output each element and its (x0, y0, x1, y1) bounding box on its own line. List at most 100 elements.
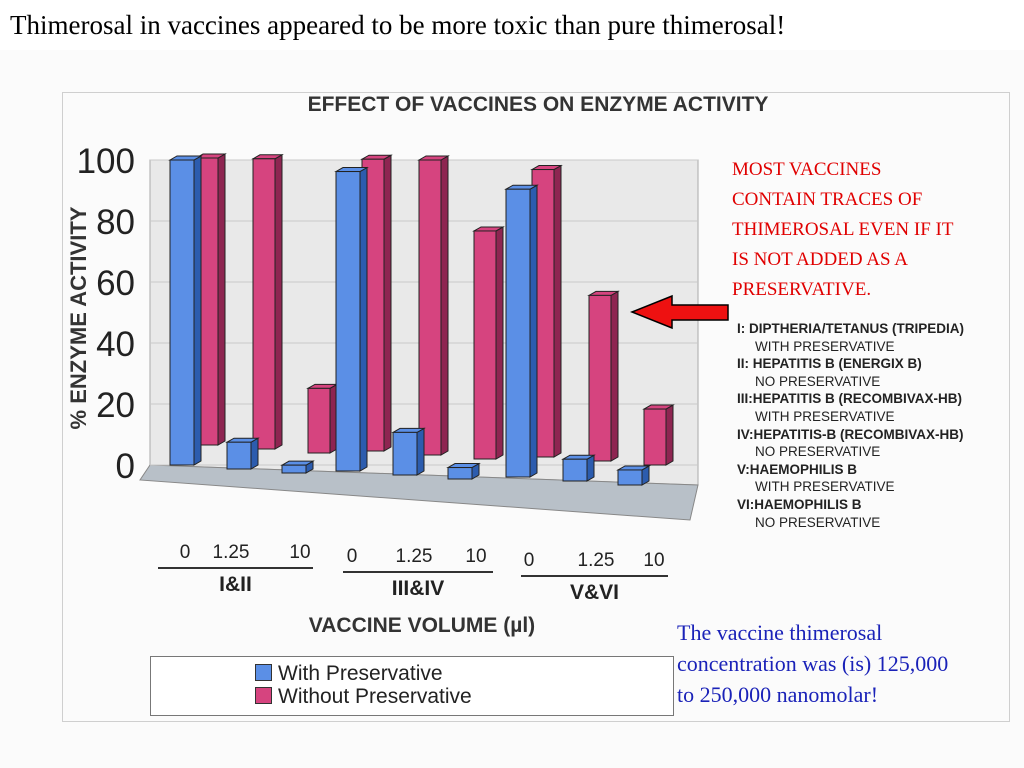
figure-frame (62, 92, 1010, 722)
x-axis-label: VACCINE VOLUME (µl) (309, 614, 535, 637)
bar-without-preservative (417, 155, 450, 456)
x-volume-label: 1.25 (213, 542, 250, 563)
vaccine-key-preservative: WITH PRESERVATIVE (755, 338, 895, 354)
bar-with-preservative-front (392, 431, 418, 476)
bar-with-preservative-front (169, 159, 195, 466)
bar-without-preservative (306, 383, 339, 454)
bar-without-preservative-front (307, 387, 331, 454)
chart-legend: With Preservative Without Preservative (150, 656, 674, 716)
bar-without-preservative-side (495, 226, 504, 460)
bar-with-preservative (616, 465, 651, 486)
group-label: V&VI (570, 581, 619, 604)
bar-without-preservative (472, 226, 505, 460)
concentration-note: The vaccine thimerosal concentration was … (677, 617, 948, 710)
bar-without-preservative (251, 153, 284, 450)
legend-label-with: With Preservative (278, 662, 443, 685)
preservative-note-line: THIMEROSAL EVEN IF IT (732, 219, 954, 240)
bar-with-preservative (225, 437, 260, 470)
vaccine-key-preservative: NO PRESERVATIVE (755, 514, 881, 530)
bar-without-preservative-front (252, 158, 276, 450)
x-volume-label: 10 (289, 542, 310, 563)
vaccine-key-entry: II: HEPATITIS B (ENERGIX B) (737, 356, 922, 372)
vaccine-key-entry: I: DIPTHERIA/TETANUS (TRIPEDIA) (737, 321, 964, 336)
preservative-note-line: CONTAIN TRACES OF (732, 189, 923, 210)
red-arrow-shape (629, 294, 729, 330)
vaccine-key-entry: IV:HEPATITIS-B (RECOMBIVAX-HB) (737, 426, 964, 442)
vaccine-key-preservative: NO PRESERVATIVE (755, 373, 881, 389)
x-volume-label: 0 (347, 546, 358, 567)
bar-with-preservative-side (250, 437, 259, 470)
bar-with-preservative-side (359, 166, 368, 472)
vaccine-key-entry: V:HAEMOPHILIS B (737, 461, 858, 477)
y-tick-label: 20 (96, 386, 135, 425)
chart-title: EFFECT OF VACCINES ON ENZYME ACTIVITY (308, 93, 769, 116)
bar-with-preservative (446, 462, 481, 480)
y-tick-label: 100 (77, 142, 135, 181)
vaccine-key-entry: VI:HAEMOPHILIS B (737, 496, 862, 512)
chart-floor-plane (139, 464, 699, 521)
bar-with-preservative (334, 166, 369, 472)
x-volume-label: 10 (465, 546, 486, 567)
concentration-note-line: concentration was (is) 125,000 (677, 651, 949, 676)
bar-with-preservative (504, 184, 539, 478)
vaccine-key: I: DIPTHERIA/TETANUS (TRIPEDIA) WITH PRES… (737, 320, 964, 531)
preservative-note: MOST VACCINES CONTAIN TRACES OF THIMEROSAL… (732, 155, 953, 305)
y-tick-label: 80 (96, 203, 135, 242)
bar-without-preservative-side (383, 154, 392, 452)
legend-swatch-without (255, 687, 272, 704)
bar-with-preservative-front (226, 441, 252, 470)
vaccine-key-preservative: WITH PRESERVATIVE (755, 479, 895, 495)
bar-without-preservative-side (553, 164, 562, 458)
legend-label-without: Without Preservative (278, 685, 472, 708)
vaccine-key-entry: III:HEPATITIS B (RECOMBIVAX-HB) (737, 391, 962, 407)
bar-without-preservative-side (665, 404, 674, 466)
bar-with-preservative-side (416, 427, 425, 476)
bar-without-preservative-side (440, 155, 449, 456)
x-volume-label: 0 (524, 550, 535, 571)
preservative-note-line: MOST VACCINES (732, 159, 882, 180)
x-volume-label: 0 (180, 542, 191, 563)
group-label: I&II (219, 573, 252, 596)
concentration-note-line: to 250,000 nanomolar! (677, 682, 879, 707)
bar-without-preservative (587, 290, 620, 462)
y-tick-label: 40 (96, 325, 135, 364)
legend-item-with: With Preservative (255, 662, 443, 686)
y-tick-label: 60 (96, 264, 135, 303)
legend-item-without: Without Preservative (255, 685, 472, 709)
x-volume-label: 10 (643, 550, 664, 571)
legend-swatch-with (255, 664, 272, 681)
bar-without-preservative-front (473, 230, 497, 460)
bar-without-preservative-side (217, 153, 226, 446)
bar-with-preservative-front (505, 188, 531, 478)
bar-with-preservative (561, 454, 596, 482)
bar-with-preservative (391, 427, 426, 476)
y-axis-label: % ENZYME ACTIVITY (66, 206, 91, 429)
vaccine-key-preservative: NO PRESERVATIVE (755, 444, 881, 460)
chart-bars (168, 153, 675, 486)
bar-without-preservative (642, 404, 675, 466)
bar-without-preservative-front (588, 294, 612, 462)
bar-without-preservative-front (643, 408, 667, 466)
group-label: III&IV (392, 577, 445, 600)
vaccine-key-preservative: WITH PRESERVATIVE (755, 408, 895, 424)
bar-without-preservative-side (610, 290, 619, 462)
bar-without-preservative-front (418, 159, 442, 456)
bar-with-preservative-side (193, 155, 202, 466)
y-tick-label: 0 (116, 447, 135, 486)
x-volume-label: 1.25 (396, 546, 433, 567)
preservative-note-line: IS NOT ADDED AS A (732, 249, 908, 270)
bar-with-preservative-front (447, 467, 473, 480)
red-arrow (629, 294, 729, 330)
bar-with-preservative-side (529, 184, 538, 478)
bar-with-preservative-front (562, 458, 588, 482)
bar-with-preservative (280, 460, 315, 474)
preservative-note-line: PRESERVATIVE. (732, 279, 872, 300)
bar-without-preservative-side (274, 153, 283, 450)
concentration-note-line: The vaccine thimerosal (677, 620, 883, 645)
slide-title: Thimerosal in vaccines appeared to be mo… (10, 10, 786, 40)
bar-with-preservative-front (281, 464, 307, 474)
x-volume-label: 1.25 (578, 550, 615, 571)
bar-with-preservative-front (617, 469, 643, 486)
